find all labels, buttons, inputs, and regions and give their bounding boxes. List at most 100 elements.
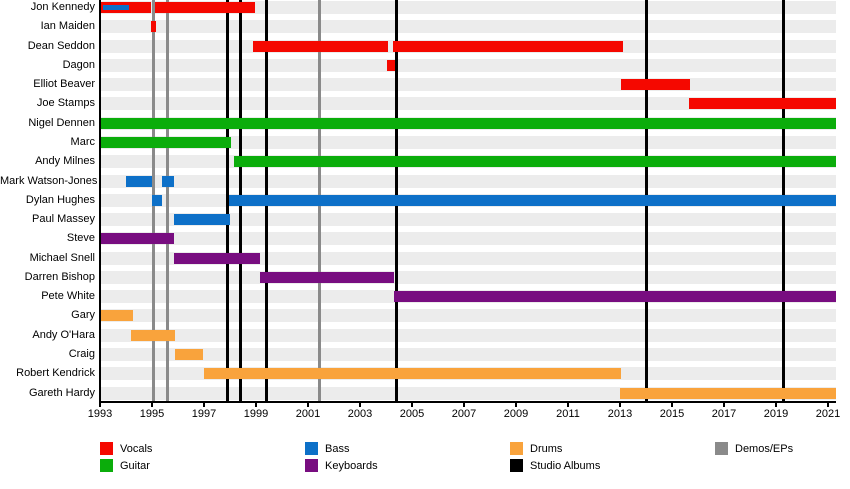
legend-item-studio-albums: Studio Albums bbox=[510, 459, 690, 473]
plot-left-border bbox=[99, 0, 101, 401]
plot-area bbox=[99, 0, 836, 401]
member-label: Craig bbox=[68, 348, 95, 361]
axis-year-label: 2009 bbox=[503, 408, 529, 420]
member-label: Dagon bbox=[62, 58, 95, 71]
member-label: Gareth Hardy bbox=[28, 386, 95, 399]
row-band bbox=[100, 309, 836, 323]
legend-label: Demos/EPs bbox=[735, 443, 794, 455]
legend-item-vocals: Vocals bbox=[100, 442, 280, 456]
axis-year-label: 2003 bbox=[347, 408, 373, 420]
keyboards-swatch bbox=[305, 459, 318, 472]
bar-bass bbox=[102, 5, 129, 10]
axis-tick bbox=[411, 403, 413, 407]
bar-drums bbox=[175, 349, 203, 361]
axis-year-label: 2011 bbox=[556, 408, 580, 420]
member-label: Steve bbox=[66, 232, 95, 245]
bar-guitar bbox=[233, 156, 836, 168]
bar-keyboards bbox=[100, 233, 175, 245]
axis-tick bbox=[151, 403, 153, 407]
row-band bbox=[100, 348, 836, 362]
x-axis-line bbox=[99, 401, 836, 403]
legend-label: Keyboards bbox=[325, 460, 378, 472]
legend-label: Studio Albums bbox=[530, 460, 601, 472]
axis-year-label: 2013 bbox=[607, 408, 633, 420]
member-label: Elliot Beaver bbox=[33, 78, 95, 91]
bar-bass bbox=[174, 214, 230, 226]
legend-label: Bass bbox=[325, 443, 350, 455]
axis-year-label: 2021 bbox=[815, 408, 841, 420]
legend-item-keyboards: Keyboards bbox=[305, 459, 485, 473]
member-label: Marc bbox=[70, 135, 95, 148]
axis-tick bbox=[567, 403, 569, 407]
studio-album-line bbox=[225, 0, 229, 401]
bar-guitar bbox=[100, 136, 232, 148]
bar-drums bbox=[100, 310, 133, 322]
axis-tick bbox=[723, 403, 725, 407]
axis-year-label: 1993 bbox=[87, 408, 113, 420]
axis-year-label: 2015 bbox=[659, 408, 685, 420]
bar-vocals bbox=[150, 21, 156, 33]
member-label: Mark Watson-Jones bbox=[0, 174, 98, 187]
member-label: Gary bbox=[71, 309, 95, 322]
legend: Vocals Guitar Bass Keyboards Drums Studio Alb… bbox=[0, 436, 850, 489]
axis-tick bbox=[255, 403, 257, 407]
row-band bbox=[100, 135, 836, 149]
member-label: Paul Massey bbox=[32, 213, 95, 226]
bar-keyboards bbox=[393, 291, 836, 303]
row-band bbox=[100, 174, 836, 188]
axis-year-label: 2005 bbox=[399, 408, 425, 420]
bar-drums bbox=[620, 387, 836, 399]
member-label: Jon Kennedy bbox=[30, 1, 95, 13]
bar-bass bbox=[228, 194, 836, 206]
bar-vocals bbox=[393, 40, 623, 52]
row-band bbox=[100, 20, 836, 34]
member-label: Ian Maiden bbox=[40, 20, 95, 33]
axis-tick bbox=[775, 403, 777, 407]
bar-keyboards bbox=[174, 252, 260, 264]
axis-year-label: 2017 bbox=[711, 408, 737, 420]
axis-tick bbox=[203, 403, 205, 407]
legend-label: Drums bbox=[530, 443, 563, 455]
axis-tick bbox=[359, 403, 361, 407]
row-band bbox=[100, 97, 836, 111]
axis-year-label: 1997 bbox=[191, 408, 217, 420]
bar-vocals bbox=[387, 59, 396, 71]
vocals-swatch bbox=[100, 442, 113, 455]
member-label: Andy O'Hara bbox=[32, 328, 95, 341]
row-band bbox=[100, 78, 836, 92]
member-label: Robert Kendrick bbox=[16, 367, 95, 380]
bar-vocals bbox=[688, 98, 836, 110]
row-band bbox=[100, 232, 836, 246]
bar-drums bbox=[204, 368, 622, 380]
legend-item-drums: Drums bbox=[510, 442, 690, 456]
legend-item-guitar: Guitar bbox=[100, 459, 280, 473]
member-labels-column: Jon Kennedy Ian Maiden Dean Seddon Dagon Ell… bbox=[0, 0, 98, 401]
bar-drums bbox=[131, 329, 176, 341]
demo-ep-line bbox=[166, 0, 170, 401]
axis-year-label: 2001 bbox=[295, 408, 321, 420]
row-band bbox=[100, 328, 836, 342]
axis-tick bbox=[307, 403, 309, 407]
row-band bbox=[100, 1, 836, 14]
axis-year-label: 2019 bbox=[763, 408, 789, 420]
member-label: Darren Bishop bbox=[24, 270, 95, 283]
bar-vocals bbox=[621, 79, 691, 91]
member-label: Dylan Hughes bbox=[25, 193, 95, 206]
member-label: Dean Seddon bbox=[27, 39, 95, 52]
legend-label: Guitar bbox=[120, 460, 150, 472]
axis-year-label: 1995 bbox=[139, 408, 165, 420]
row-band bbox=[100, 270, 836, 284]
member-label: Joe Stamps bbox=[36, 97, 95, 110]
bar-keyboards bbox=[259, 271, 394, 283]
legend-label: Vocals bbox=[120, 443, 153, 455]
member-label: Pete White bbox=[41, 290, 95, 303]
bar-vocals bbox=[253, 40, 389, 52]
axis-tick bbox=[619, 403, 621, 407]
bass-swatch bbox=[305, 442, 318, 455]
axis-tick bbox=[99, 403, 101, 407]
bar-vocals bbox=[154, 2, 255, 13]
legend-item-demos-eps: Demos/EPs bbox=[715, 442, 850, 456]
row-band bbox=[100, 58, 836, 72]
member-label: Andy Milnes bbox=[35, 155, 95, 168]
